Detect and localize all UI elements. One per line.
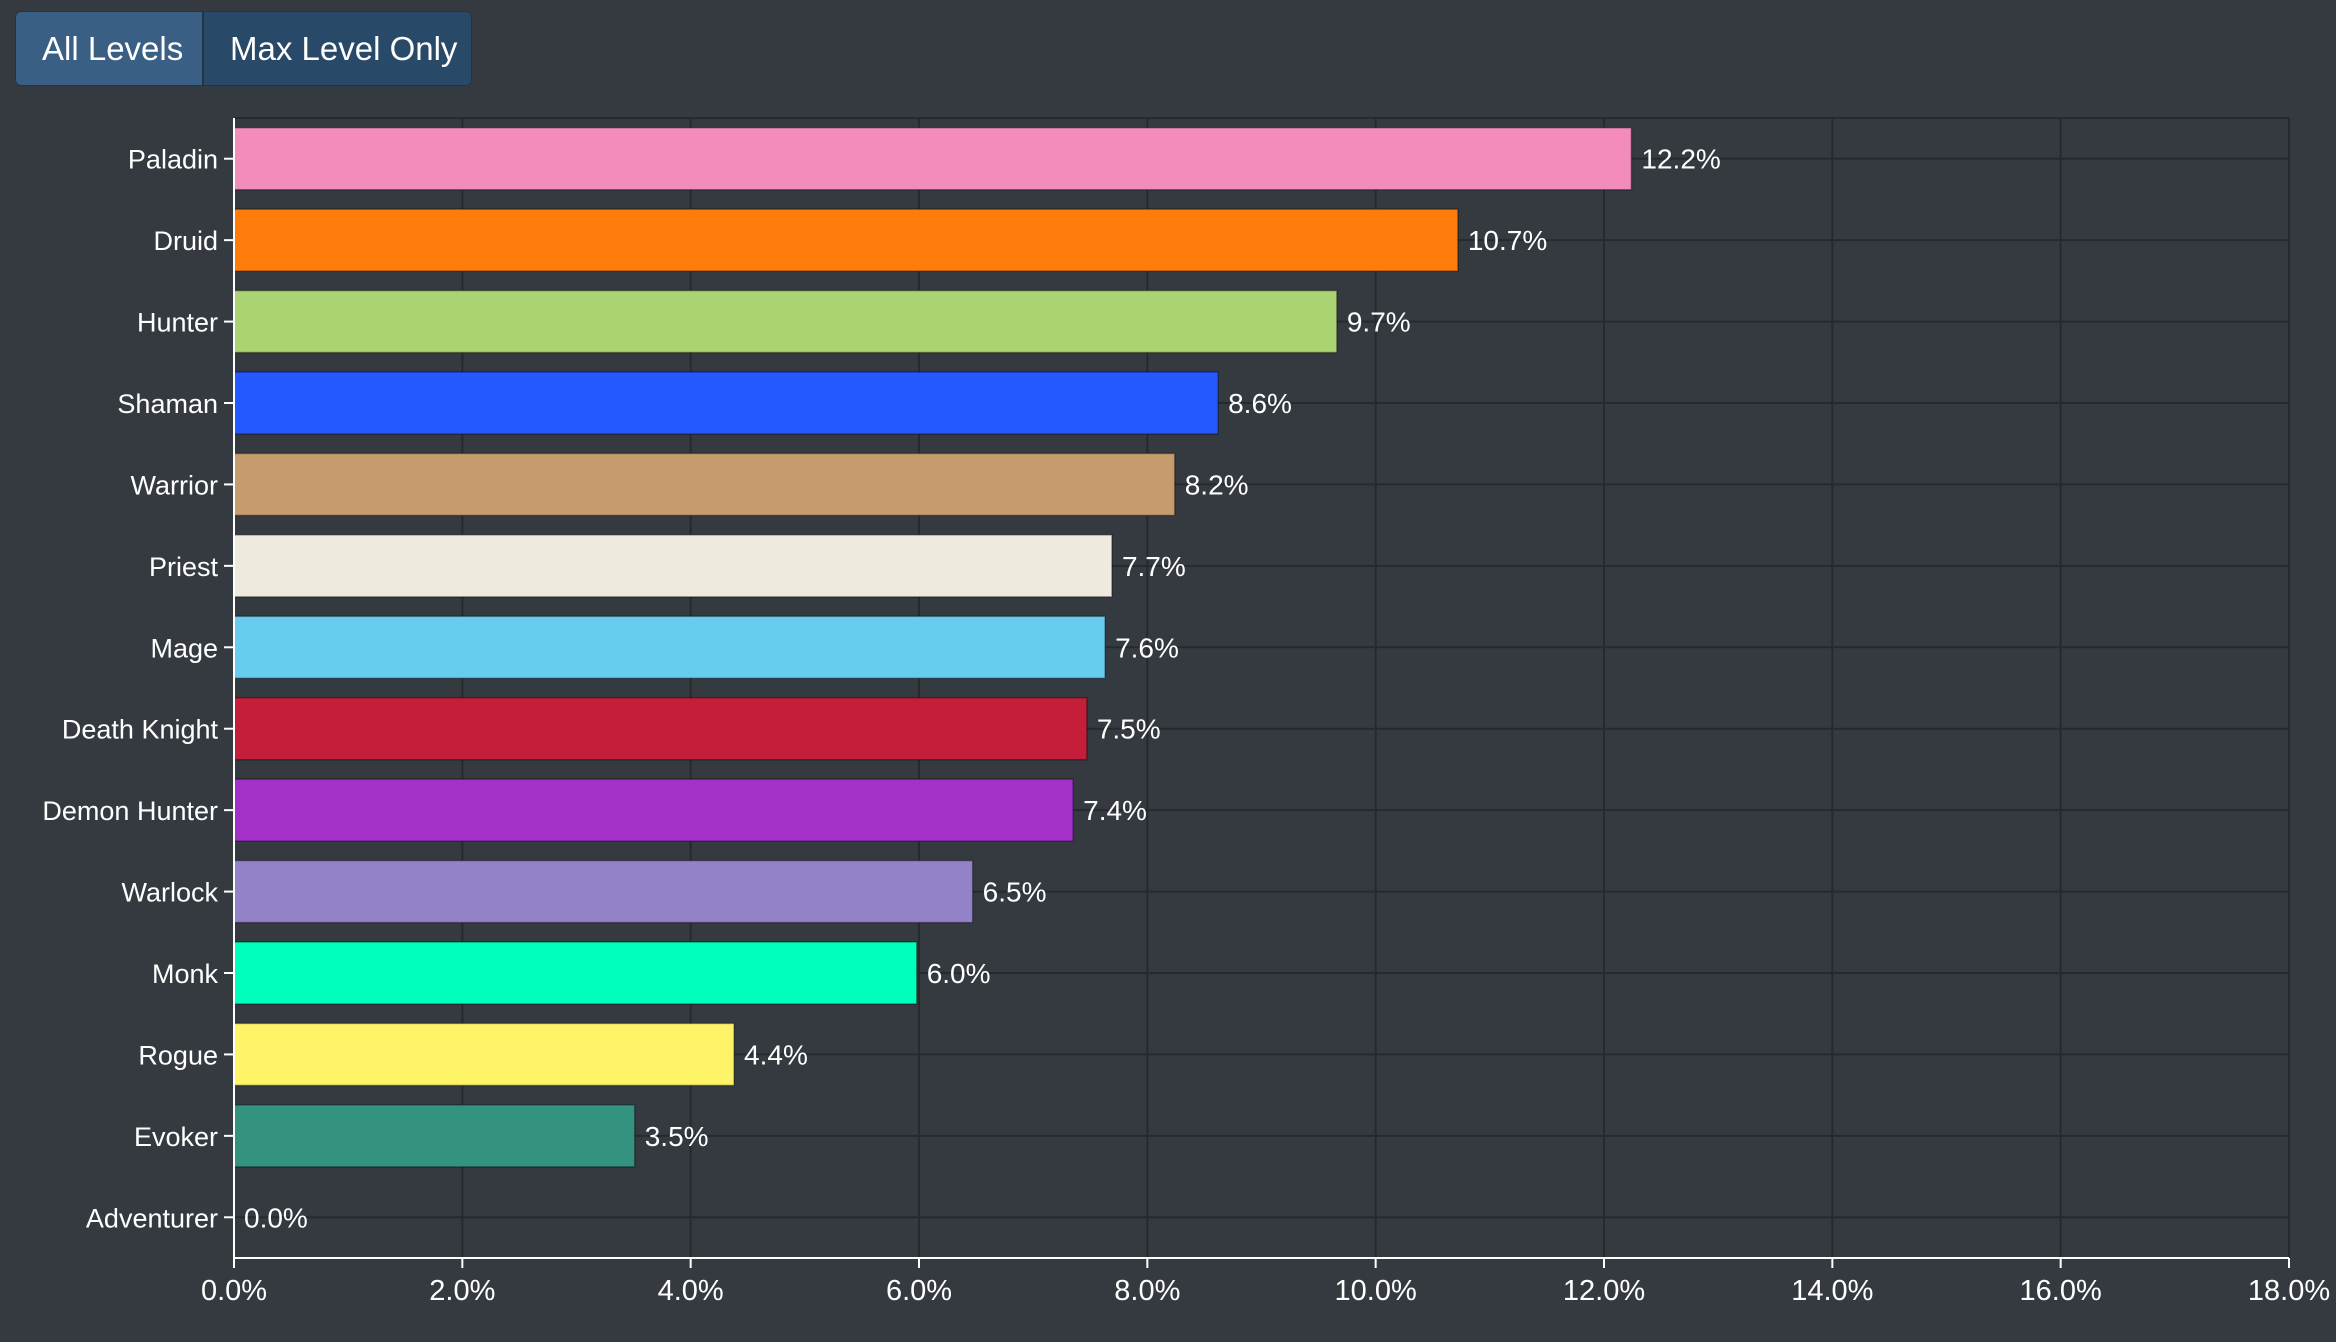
- all-levels-button[interactable]: All Levels: [15, 11, 203, 86]
- max-level-only-button[interactable]: Max Level Only: [203, 11, 472, 86]
- value-label: 7.5%: [1097, 714, 1161, 745]
- category-label: Druid: [153, 226, 218, 256]
- plot-frame: [233, 117, 2290, 1259]
- value-label: 4.4%: [744, 1039, 808, 1070]
- bar-warlock[interactable]: [233, 859, 974, 924]
- category-label: Monk: [152, 959, 219, 989]
- x-tick-label: 4.0%: [658, 1275, 724, 1307]
- category-label: Warlock: [121, 878, 218, 908]
- value-label: 10.7%: [1468, 225, 1547, 256]
- value-label: 0.0%: [244, 1202, 308, 1233]
- x-tick-label: 0.0%: [201, 1275, 267, 1307]
- category-label: Demon Hunter: [42, 796, 218, 826]
- category-label: Death Knight: [62, 715, 219, 745]
- bar-monk[interactable]: [233, 941, 918, 1005]
- category-label: Warrior: [131, 470, 219, 500]
- value-label: 7.6%: [1115, 632, 1179, 663]
- bar-warrior[interactable]: [233, 452, 1176, 517]
- labels: Paladin 12.2% Druid 10.7% Hunter 9.7% Shaman 8.…: [42, 144, 2330, 1307]
- value-label: 9.7%: [1347, 307, 1411, 338]
- value-label: 7.7%: [1122, 551, 1186, 582]
- bar-shaman[interactable]: [233, 371, 1219, 435]
- x-tick-label: 8.0%: [1114, 1275, 1180, 1307]
- category-label: Adventurer: [86, 1203, 218, 1233]
- category-label: Hunter: [137, 308, 218, 338]
- x-tick-label: 12.0%: [1563, 1275, 1645, 1307]
- x-tick-label: 2.0%: [429, 1275, 495, 1307]
- x-tick-label: 6.0%: [886, 1275, 952, 1307]
- x-tick-label: 14.0%: [1791, 1275, 1873, 1307]
- value-label: 8.2%: [1185, 469, 1249, 500]
- bar-mage[interactable]: [233, 615, 1106, 680]
- x-tick-label: 10.0%: [1335, 1275, 1417, 1307]
- x-tick-label: 16.0%: [2020, 1275, 2102, 1307]
- category-label: Mage: [150, 633, 218, 663]
- category-label: Shaman: [117, 389, 218, 419]
- bar-death-knight[interactable]: [233, 696, 1088, 761]
- bars: [233, 126, 1633, 1168]
- x-tick-label: 18.0%: [2248, 1275, 2330, 1307]
- category-label: Paladin: [128, 145, 218, 175]
- bar-priest[interactable]: [233, 534, 1113, 598]
- value-label: 3.5%: [645, 1121, 709, 1152]
- value-label: 7.4%: [1083, 795, 1147, 826]
- category-label: Priest: [149, 552, 219, 582]
- bar-rogue[interactable]: [233, 1022, 735, 1087]
- grid-lines: [233, 117, 2290, 1259]
- bar-druid[interactable]: [233, 208, 1459, 272]
- value-label: 8.6%: [1228, 388, 1292, 419]
- bar-demon-hunter[interactable]: [233, 778, 1074, 842]
- bar-hunter[interactable]: [233, 289, 1338, 354]
- level-filter-toggle: All Levels Max Level Only: [15, 11, 472, 86]
- value-label: 6.5%: [983, 877, 1047, 908]
- axes: [224, 118, 2290, 1268]
- category-label: Rogue: [138, 1040, 218, 1070]
- value-label: 6.0%: [927, 958, 991, 989]
- value-label: 12.2%: [1641, 144, 1720, 175]
- bar-evoker[interactable]: [233, 1104, 636, 1168]
- category-label: Evoker: [134, 1122, 218, 1152]
- bar-paladin[interactable]: [233, 126, 1633, 191]
